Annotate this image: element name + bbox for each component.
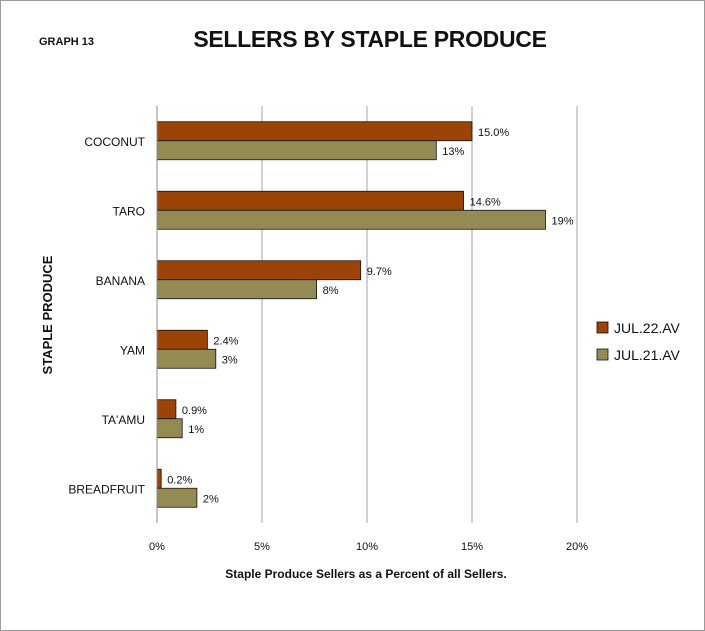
gridlines — [261, 106, 578, 523]
data-label: 1% — [188, 424, 204, 436]
data-label: 15.0% — [478, 127, 509, 139]
bar-jul-22-av — [156, 190, 465, 211]
bar-jul-21-av — [156, 487, 198, 508]
x-tick-label: 10% — [356, 541, 378, 553]
category-label: YAM — [120, 343, 145, 357]
x-tick-label: 0% — [149, 541, 165, 553]
legend-label: JUL.22.AV — [614, 320, 681, 336]
data-label: 2.4% — [213, 335, 238, 347]
chart-title: SELLERS BY STAPLE PRODUCE — [193, 26, 547, 52]
legend: JUL.22.AV JUL.21.AV — [596, 320, 681, 363]
bar-jul-22-av — [156, 329, 208, 350]
bar-jul-22-av — [156, 260, 362, 281]
legend-swatch — [596, 348, 609, 361]
bars — [156, 121, 546, 508]
bar-jul-22-av — [156, 399, 177, 420]
x-tick-labels: 0% 5% 10% 15% 20% — [149, 541, 588, 553]
bar-jul-21-av — [156, 418, 183, 439]
category-label: TA'AMU — [102, 413, 145, 427]
data-label: 19% — [552, 215, 574, 227]
legend-label: JUL.21.AV — [614, 347, 681, 363]
bar-jul-22-av — [156, 468, 162, 489]
data-labels: 15.0% 13% 14.6% 19% 9.7% 8% 2.4% 3% 0.9% 1% 0.2% 2% — [167, 127, 574, 506]
category-label: COCONUT — [84, 135, 145, 149]
data-label: 3% — [222, 354, 238, 366]
category-labels: COCONUT TARO BANANA YAM TA'AMU BREADFRUIT — [68, 135, 145, 497]
bar-jul-21-av — [156, 209, 546, 230]
data-label: 0.2% — [167, 474, 192, 486]
bar-jul-21-av — [156, 279, 318, 300]
category-label: BANANA — [96, 274, 145, 288]
data-label: 14.6% — [470, 196, 501, 208]
x-tick-label: 15% — [461, 541, 483, 553]
data-label: 0.9% — [182, 405, 207, 417]
x-axis-label: Staple Produce Sellers as a Percent of a… — [225, 567, 506, 581]
legend-swatch — [596, 321, 609, 334]
bar-jul-21-av — [156, 348, 217, 369]
bar-jul-21-av — [156, 140, 437, 161]
category-label: TARO — [113, 204, 145, 218]
category-label: BREADFRUIT — [68, 482, 145, 496]
x-tick-label: 20% — [566, 541, 588, 553]
y-axis-label: STAPLE PRODUCE — [40, 255, 55, 374]
data-label: 9.7% — [367, 266, 392, 278]
bar-jul-22-av — [156, 121, 473, 142]
x-tick-label: 5% — [254, 541, 270, 553]
graph-label: GRAPH 13 — [39, 36, 95, 48]
data-label: 8% — [323, 285, 339, 297]
data-label: 2% — [203, 493, 219, 505]
data-label: 13% — [442, 146, 464, 158]
